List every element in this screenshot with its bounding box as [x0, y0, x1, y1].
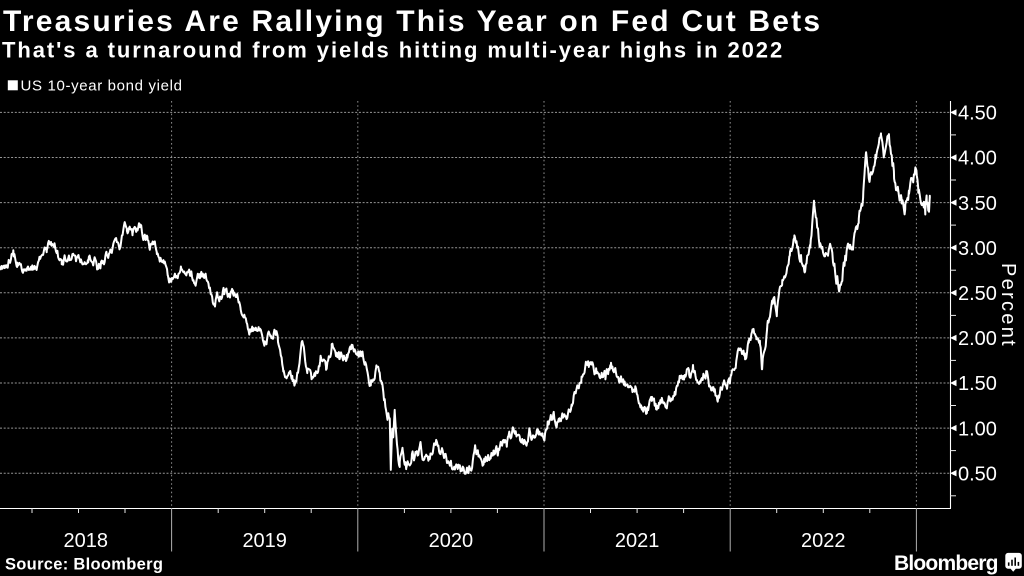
svg-text:0.50: 0.50: [958, 463, 997, 485]
svg-text:4.50: 4.50: [958, 103, 997, 125]
svg-text:2.50: 2.50: [958, 283, 997, 305]
svg-text:1.50: 1.50: [958, 373, 997, 395]
svg-text:2021: 2021: [615, 530, 660, 552]
svg-text:2018: 2018: [64, 530, 109, 552]
svg-text:Percent: Percent: [997, 263, 1019, 348]
svg-text:2019: 2019: [242, 530, 287, 552]
svg-text:2.00: 2.00: [958, 328, 997, 350]
svg-text:2020: 2020: [429, 530, 474, 552]
svg-text:Treasuries Are Rallying This Y: Treasuries Are Rallying This Year on Fed…: [3, 5, 822, 38]
svg-text:Source: Bloomberg: Source: Bloomberg: [5, 556, 163, 574]
svg-text:3.50: 3.50: [958, 193, 997, 215]
svg-text:1.00: 1.00: [958, 418, 997, 440]
svg-text:US 10-year bond yield: US 10-year bond yield: [21, 78, 183, 95]
svg-text:That's a turnaround from yield: That's a turnaround from yields hitting …: [2, 38, 784, 63]
svg-text:Bloomberg: Bloomberg: [894, 552, 998, 575]
svg-text:3.00: 3.00: [958, 238, 997, 260]
svg-text:4.00: 4.00: [958, 148, 997, 170]
svg-text:2022: 2022: [801, 530, 846, 552]
